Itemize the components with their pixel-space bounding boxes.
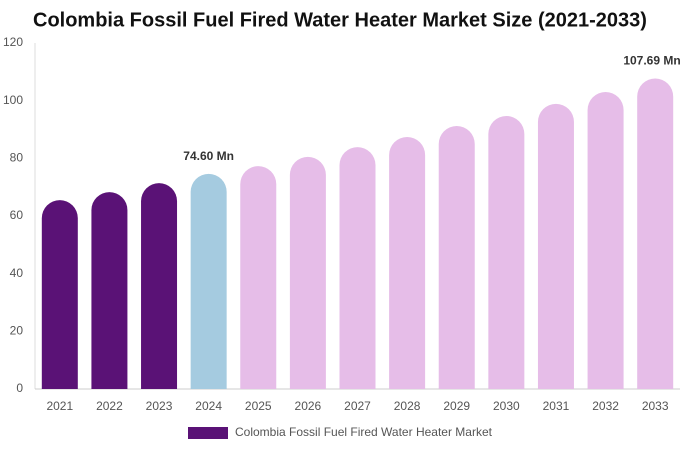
y-tick-label: 20 [10, 324, 24, 338]
x-tick-label: 2021 [46, 399, 73, 413]
bar [41, 200, 78, 389]
y-tick-label: 40 [10, 266, 24, 280]
legend-label: Colombia Fossil Fuel Fired Water Heater … [235, 425, 493, 439]
bar [537, 103, 574, 390]
chart-title: Colombia Fossil Fuel Fired Water Heater … [33, 9, 647, 31]
bar [91, 192, 128, 389]
bar [587, 92, 624, 390]
x-tick-label: 2033 [642, 399, 669, 413]
bar [190, 173, 227, 389]
x-tick-label: 2027 [344, 399, 371, 413]
bar [438, 126, 475, 390]
bar [289, 156, 326, 389]
x-tick-label: 2028 [394, 399, 421, 413]
y-tick-label: 120 [3, 35, 23, 49]
value-label: 74.60 Mn [183, 149, 234, 163]
x-tick-label: 2023 [146, 399, 173, 413]
y-tick-label: 0 [16, 381, 23, 395]
x-tick-label: 2030 [493, 399, 520, 413]
y-tick-label: 80 [10, 151, 24, 165]
x-tick-label: 2026 [295, 399, 322, 413]
bar [339, 147, 376, 389]
bar [141, 183, 178, 389]
y-tick-label: 100 [3, 93, 23, 107]
x-tick-label: 2032 [592, 399, 619, 413]
x-tick-label: 2025 [245, 399, 272, 413]
x-tick-label: 2022 [96, 399, 123, 413]
value-label: 107.69 Mn [623, 54, 680, 68]
legend-swatch [188, 427, 228, 439]
y-tick-label: 60 [10, 208, 24, 222]
bar [488, 115, 525, 389]
bar [240, 166, 277, 389]
x-tick-label: 2029 [443, 399, 470, 413]
bar [637, 78, 674, 389]
x-tick-label: 2031 [543, 399, 570, 413]
bar [389, 136, 426, 389]
x-tick-label: 2024 [195, 399, 222, 413]
